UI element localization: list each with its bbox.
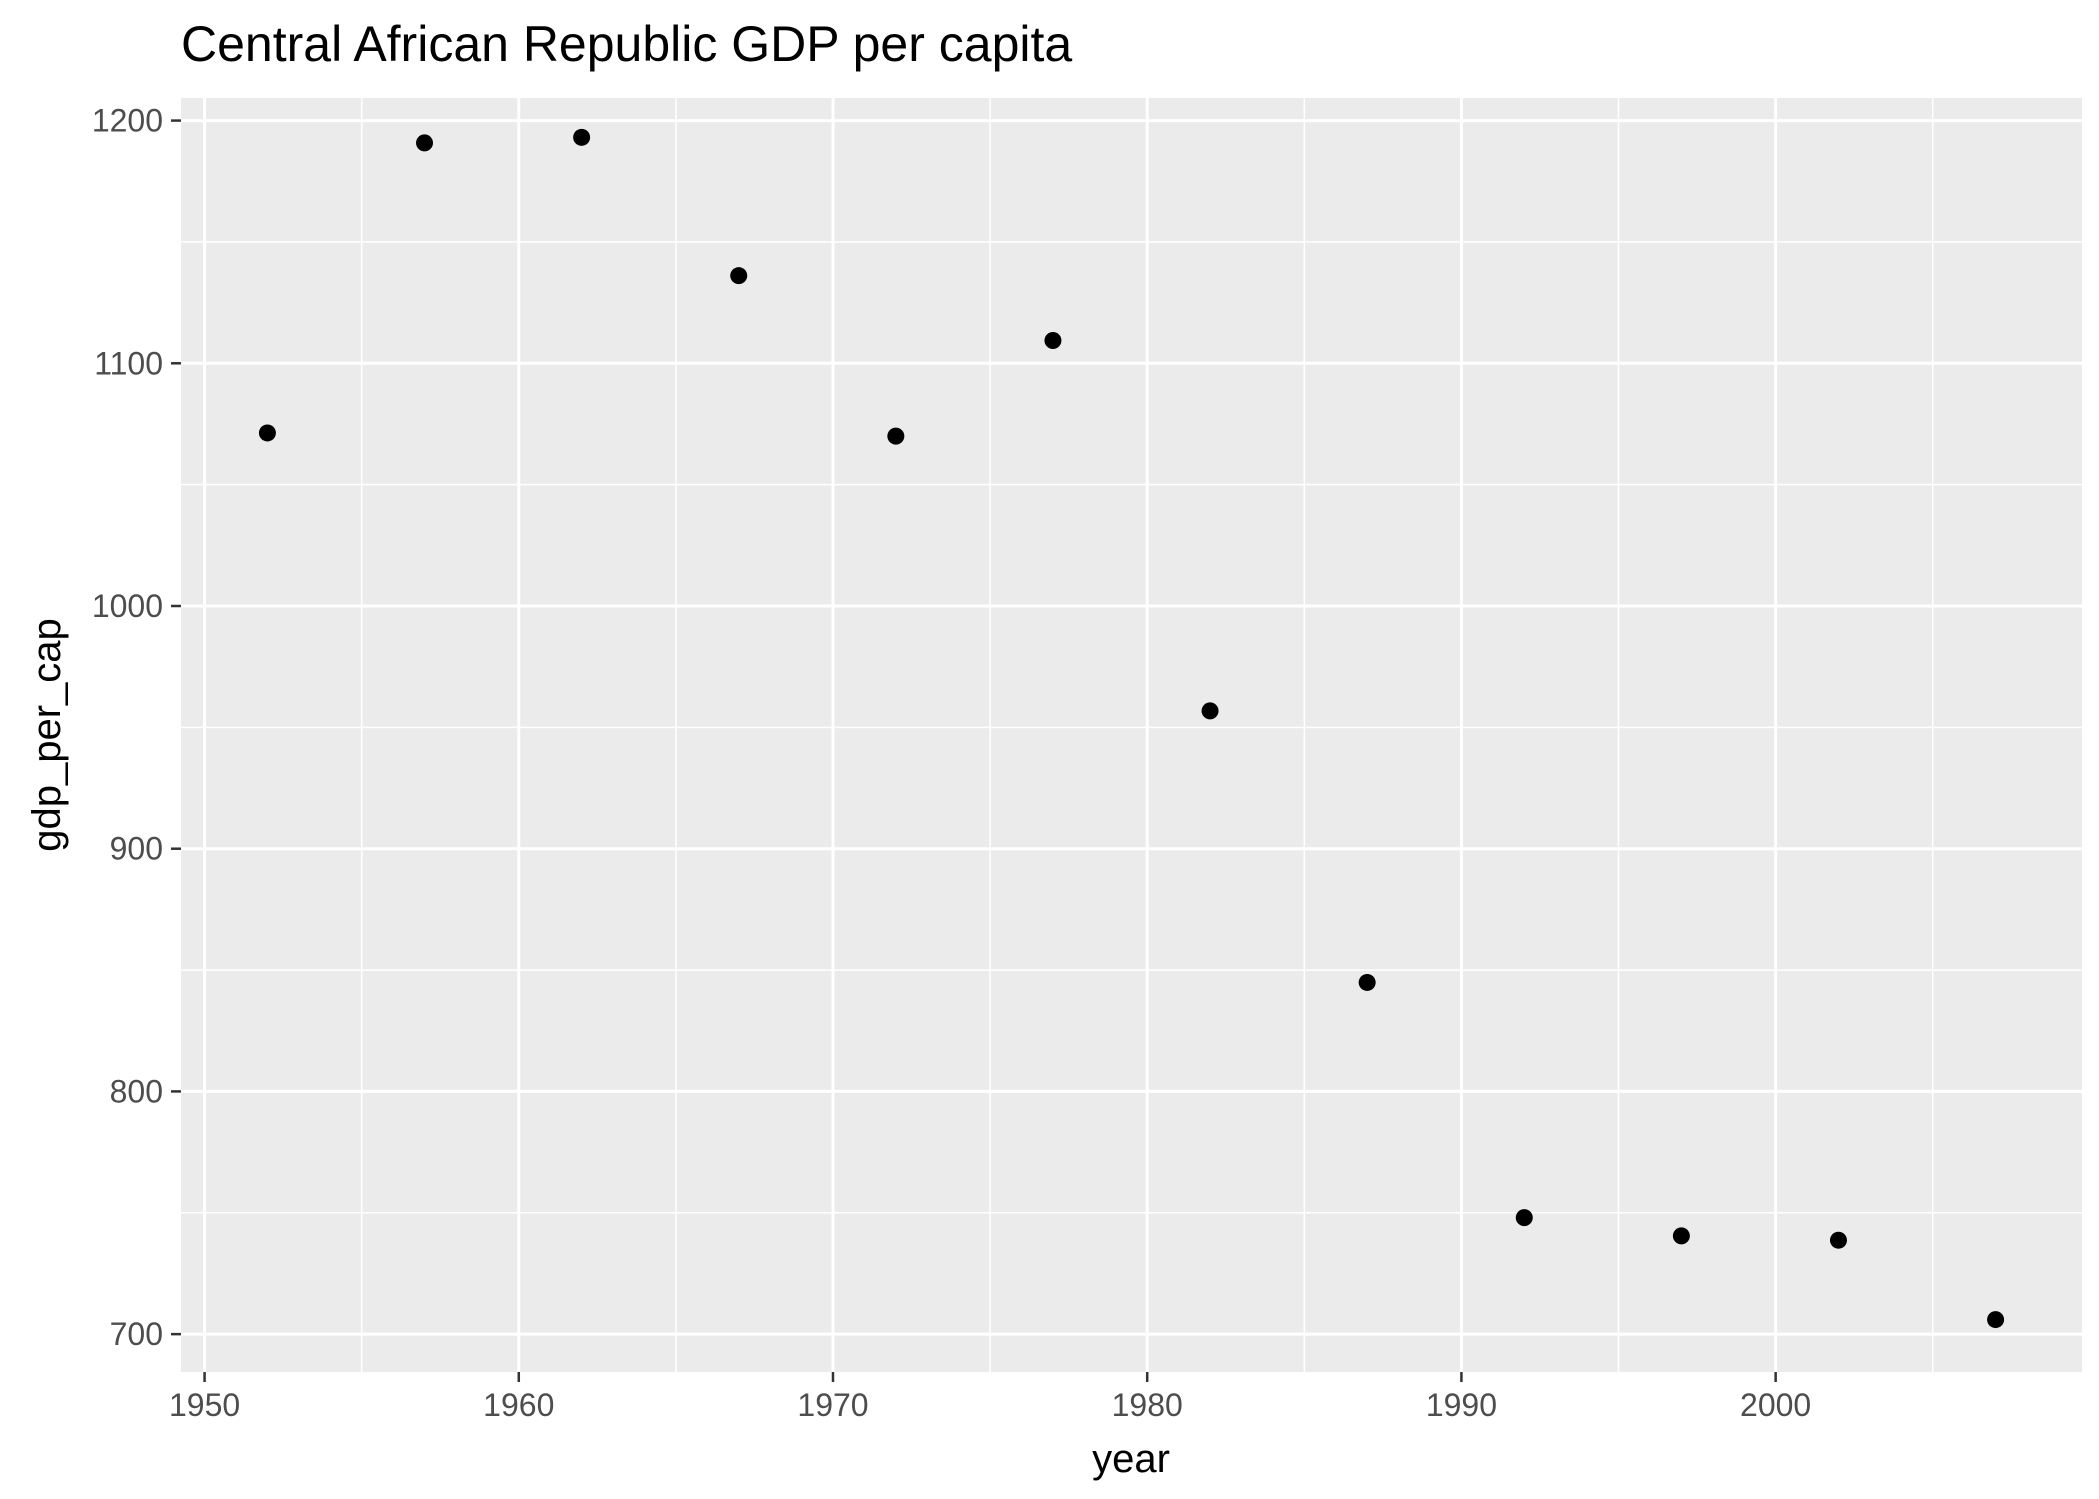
major-gridlines — [181, 98, 2082, 1372]
data-point: 1977: 1109.4 — [1044, 331, 1062, 349]
data-point: 2007: 706 — [1987, 1311, 2005, 1329]
y-tick-label: 1200 — [92, 103, 163, 139]
data-point: 1952: 1071.3 — [258, 424, 276, 442]
y-tick-label: 900 — [110, 831, 163, 867]
data-point: 1972: 1070 — [887, 427, 905, 445]
x-tick-label: 1990 — [1426, 1387, 1497, 1423]
x-tick-label: 1980 — [1112, 1387, 1183, 1423]
x-axis-title: year — [1092, 1437, 1170, 1481]
data-point: 1982: 956.8 — [1201, 702, 1219, 720]
x-tick-label: 1950 — [169, 1387, 240, 1423]
minor-gridlines — [181, 98, 2082, 1372]
data-point: 1992: 748 — [1515, 1209, 1533, 1227]
data-point: 1962: 1193.1 — [573, 128, 591, 146]
x-tick-label: 1960 — [483, 1387, 554, 1423]
chart-title: Central African Republic GDP per capita — [181, 16, 1072, 72]
x-tick-label: 1970 — [797, 1387, 868, 1423]
x-axis: 1950 1960 1970 1980 1990 2000 — [169, 1372, 1811, 1423]
y-axis-title: gdp_per_cap — [25, 618, 69, 852]
y-tick-label: 1100 — [94, 345, 163, 381]
data-point: 1957: 1190.8 — [416, 134, 434, 152]
y-tick-label: 700 — [110, 1316, 163, 1352]
data-point: 2002: 738.7 — [1829, 1231, 1847, 1249]
y-axis: 700 800 900 1000 1100 1200 — [92, 103, 181, 1352]
y-tick-label: 1000 — [92, 588, 163, 624]
data-point: 1967: 1136.1 — [730, 267, 748, 285]
data-points: 1952: 1071.3 1957: 1190.8 1962: 1193.1 1967… — [258, 128, 2005, 1329]
plot-panel — [181, 98, 2082, 1372]
data-point: 1997: 740.5 — [1672, 1227, 1690, 1245]
x-tick-label: 2000 — [1740, 1387, 1811, 1423]
y-tick-label: 800 — [110, 1073, 163, 1109]
data-point: 1987: 844.9 — [1358, 973, 1376, 991]
